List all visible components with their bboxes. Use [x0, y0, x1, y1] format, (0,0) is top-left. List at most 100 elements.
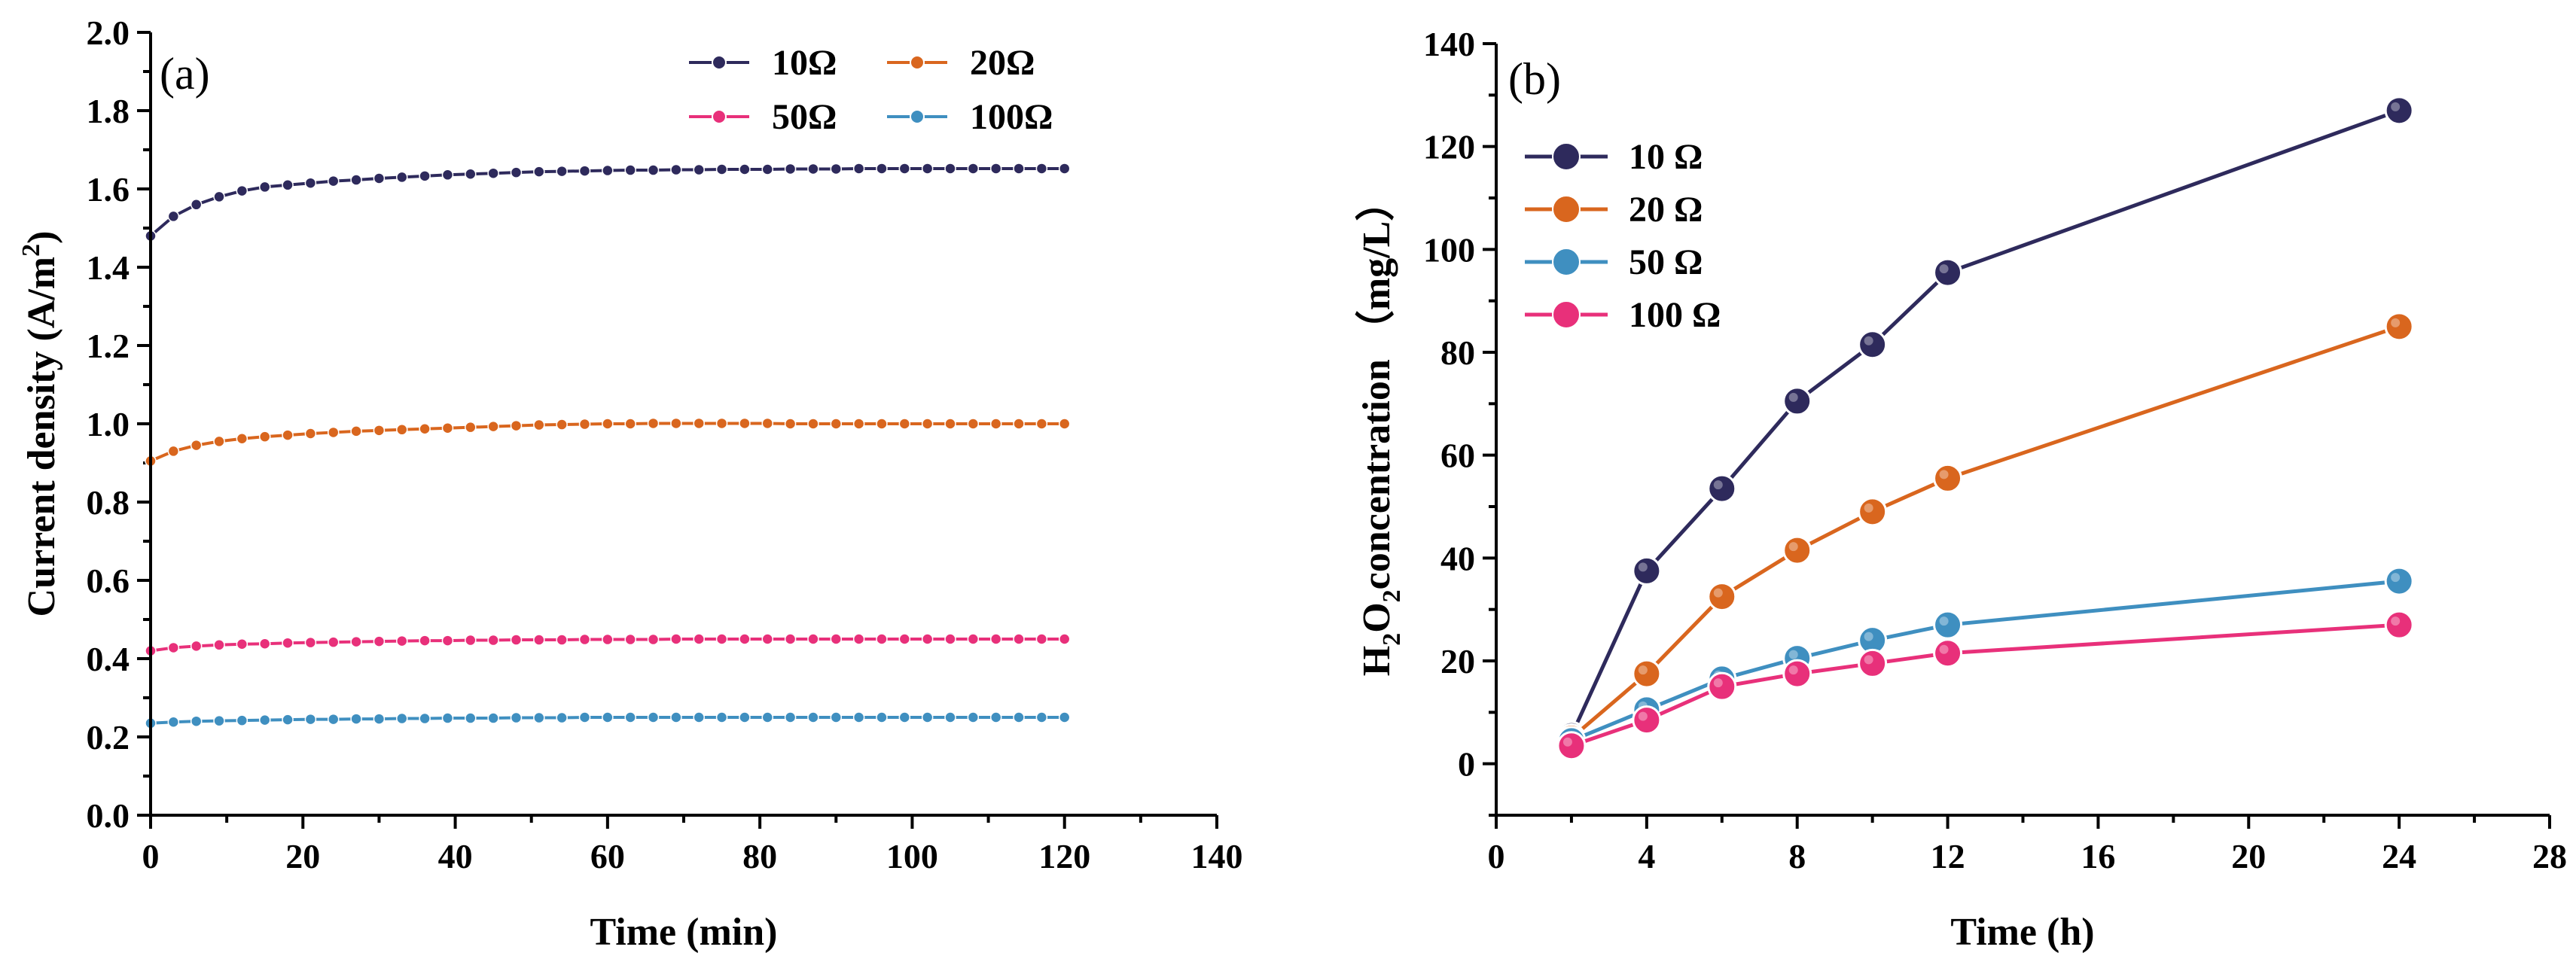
- panel-a-x-tick-label: 60: [590, 837, 625, 875]
- panel-a-series-0: [145, 163, 1071, 242]
- panel-a-data-point: [739, 633, 751, 645]
- panel-a-data-point: [944, 633, 956, 645]
- panel-a-data-point: [898, 418, 911, 430]
- panel-a-data-point: [396, 635, 408, 647]
- panel-a-data-point: [373, 635, 386, 647]
- panel-a-data-point: [739, 417, 751, 430]
- panel-a-data-point: [167, 445, 180, 458]
- panel-b-legend-item: 50 Ω: [1525, 242, 1703, 282]
- panel-a-y-tick-label: 1.8: [87, 92, 130, 130]
- panel-a-legend-item: 20Ω: [887, 43, 1035, 83]
- panel-a-data-point: [236, 638, 248, 650]
- panel-a-data-point: [1013, 163, 1025, 175]
- panel-b-data-point: [1933, 463, 1963, 493]
- panel-a-legend-label: 10Ω: [772, 43, 837, 83]
- panel-b-y-tick-label: 100: [1423, 230, 1475, 269]
- panel-a-data-point: [1013, 418, 1025, 430]
- panel-a-data-point: [282, 714, 294, 726]
- panel-a-data-point: [602, 418, 614, 430]
- panel-b-x-tick-label: 8: [1788, 837, 1806, 875]
- panel-a-data-point: [190, 715, 203, 727]
- panel-b-data-point: [1858, 648, 1888, 678]
- panel-a-data-point: [784, 633, 797, 645]
- panel-b-y-tick-label: 0: [1458, 745, 1475, 784]
- panel-a-data-point: [967, 163, 980, 175]
- panel-a-data-point: [876, 633, 888, 645]
- panel-a-series-1: [145, 417, 1071, 467]
- panel-b-x-axis-title: Time (h): [1950, 911, 2094, 954]
- panel-b-marker-highlight: [1638, 665, 1648, 675]
- panel-a-data-point: [419, 635, 431, 647]
- panel-a-data-point: [967, 418, 980, 430]
- panel-a-data-point: [1013, 711, 1025, 723]
- panel-a-data-point: [1035, 711, 1048, 723]
- panel-b-series-line: [1571, 623, 2400, 748]
- panel-a-data-point: [944, 418, 956, 430]
- panel-b-legend-label: 50 Ω: [1629, 242, 1703, 282]
- panel-a-y-title-main: Current density (A/m: [20, 257, 63, 617]
- panel-a-data-point: [213, 714, 225, 727]
- panel-b-y-tick-label: 20: [1440, 642, 1475, 680]
- panel-b-data-point: [1782, 535, 1812, 565]
- panel-a-y-title-end: ): [20, 231, 63, 244]
- panel-a-data-point: [327, 426, 340, 439]
- panel-a-legend-label: 100Ω: [970, 97, 1053, 137]
- panel-b-label: (b): [1508, 54, 1561, 104]
- panel-a-legend-item: 100Ω: [887, 97, 1053, 137]
- panel-a-data-point: [921, 418, 934, 430]
- panel-a-data-point: [739, 163, 751, 175]
- panel-a-label: (a): [160, 49, 210, 99]
- panel-b-data-point: [1782, 386, 1812, 416]
- panel-a-axes: [149, 32, 1217, 817]
- panel-b-data-point: [1782, 659, 1812, 689]
- panel-b-data-point: [2384, 566, 2414, 596]
- panel-a-data-point: [876, 163, 888, 175]
- panel-b-data-point: [2384, 610, 2414, 640]
- panel-a-data-point: [167, 716, 180, 728]
- panel-a-x-tick-label: 0: [142, 837, 160, 875]
- panel-b-series-line: [1570, 324, 2400, 740]
- panel-a-data-point: [602, 711, 614, 723]
- panel-a-y-tick-label: 0.8: [87, 483, 130, 522]
- panel-a-data-point: [282, 429, 294, 441]
- panel-a-data-point: [556, 165, 568, 178]
- panel-b-x-tick-label: 0: [1488, 837, 1505, 875]
- panel-a-data-point: [533, 166, 545, 178]
- panel-b-data-point: [1933, 257, 1963, 288]
- panel-a-data-point: [578, 418, 591, 431]
- panel-b-series-1: [1556, 312, 2414, 753]
- panel-a-data-point: [1058, 633, 1071, 645]
- panel-a-data-point: [647, 164, 660, 176]
- panel-b-data-point: [1707, 473, 1737, 504]
- panel-a-data-point: [715, 633, 728, 645]
- panel-a-legend-marker: [712, 55, 727, 70]
- panel-a-y-tick-label: 0.0: [87, 796, 130, 835]
- panel-b-legend-item: 100 Ω: [1525, 295, 1721, 335]
- panel-a-data-point: [1013, 633, 1025, 645]
- panel-a-data-point: [693, 633, 705, 645]
- panel-a-y-axis-title: Current density (A/m2): [17, 231, 63, 617]
- panel-a-data-point: [304, 713, 317, 726]
- panel-a-data-point: [533, 711, 545, 724]
- panel-a-data-point: [784, 711, 797, 723]
- panel-a-data-point: [807, 711, 819, 723]
- panel-a-data-point: [715, 711, 728, 723]
- panel-a-data-point: [236, 184, 248, 197]
- panel-b-y-tick-label: 40: [1440, 539, 1475, 577]
- panel-a-x-tick-label: 80: [742, 837, 777, 875]
- panel-a-legend-marker: [910, 109, 925, 124]
- panel-a-data-point: [236, 433, 248, 445]
- panel-a-data-point: [1035, 633, 1048, 645]
- panel-a-data-point: [510, 711, 523, 724]
- panel-a-data-point: [921, 711, 934, 723]
- panel-a-data-point: [852, 418, 865, 430]
- panel-b-marker-highlight: [1638, 562, 1648, 572]
- panel-a-legend-marker: [910, 55, 925, 70]
- panel-a-data-point: [487, 420, 499, 433]
- panel-a-data-point: [419, 712, 431, 725]
- panel-a-data-point: [807, 633, 819, 645]
- panel-a-data-point: [761, 163, 774, 175]
- panel-a-y-tick-label: 0.4: [87, 640, 130, 678]
- panel-a-data-point: [967, 633, 980, 645]
- panel-a-data-point: [989, 163, 1002, 175]
